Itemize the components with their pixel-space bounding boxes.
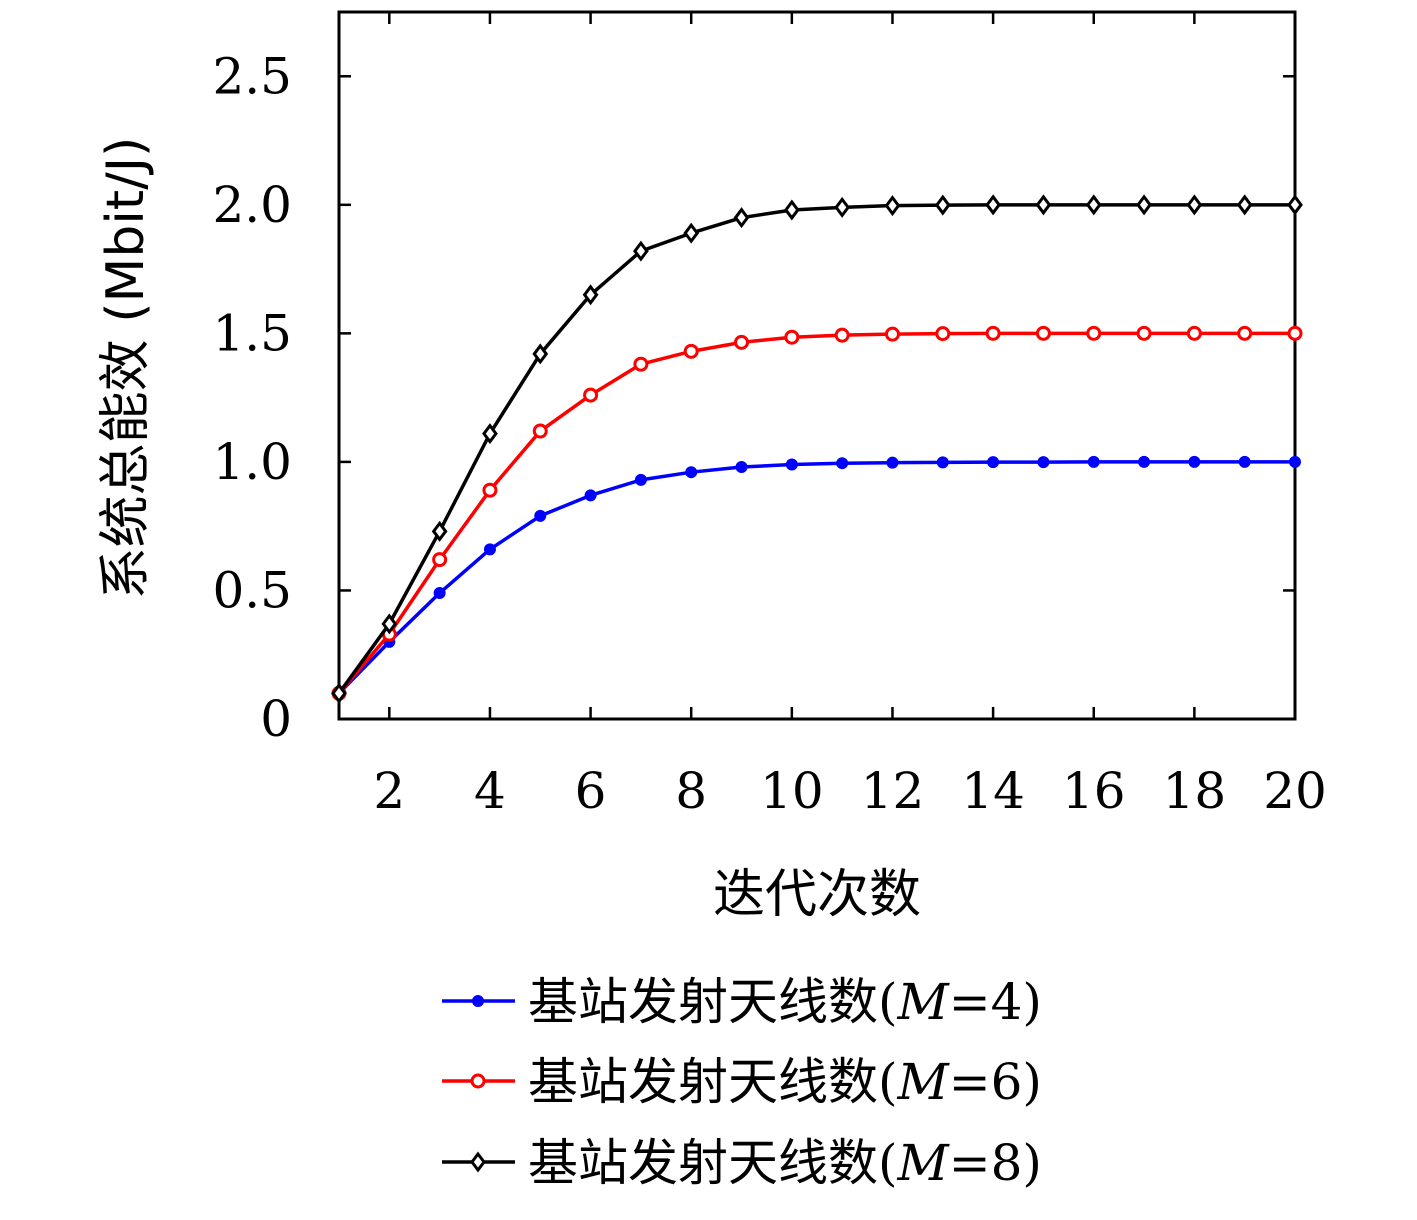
series-1 (333, 455, 1301, 700)
data-point (1289, 455, 1301, 468)
data-point (1287, 325, 1303, 341)
data-point (431, 520, 448, 542)
data-point (433, 587, 446, 600)
data-point (534, 509, 547, 522)
data-point (1188, 455, 1201, 468)
data-point (886, 456, 899, 469)
legend-label: 基站发射天线数(M=6) (528, 1053, 1042, 1111)
x-tick-label: 20 (1263, 762, 1327, 820)
data-point (985, 194, 1001, 216)
x-axis: 2 4 6 8 10 12 14 16 18 20 (373, 12, 1327, 820)
data-point (834, 327, 850, 343)
series-line (337, 331, 1295, 695)
series-group (331, 194, 1303, 704)
data-point (482, 482, 498, 498)
data-point (1136, 194, 1152, 216)
x-tick-label: 2 (373, 762, 405, 820)
data-point (470, 1073, 486, 1089)
x-tick-label: 8 (675, 762, 707, 820)
y-tick-label: 0 (260, 690, 292, 748)
data-point (1238, 455, 1251, 468)
data-point (633, 356, 649, 372)
legend: 基站发射天线数(M=4) 基站发射天线数(M=6) 基站发射天线数(M=8) (442, 973, 1042, 1192)
data-point (432, 552, 448, 568)
series-line (337, 460, 1295, 695)
data-point (1035, 194, 1052, 216)
plot-area (337, 10, 1297, 721)
data-point (482, 423, 498, 445)
data-point (735, 461, 748, 474)
x-tick-label: 18 (1163, 762, 1227, 820)
data-point (470, 1151, 486, 1173)
y-tick-label: 0.5 (212, 561, 292, 619)
data-point (1287, 194, 1303, 216)
data-point (685, 466, 698, 479)
data-point (936, 456, 949, 469)
data-point (836, 457, 849, 470)
data-point (1087, 455, 1100, 468)
data-point (1237, 325, 1253, 341)
data-point (584, 489, 597, 502)
x-axis-title: 迭代次数 (713, 865, 921, 925)
legend-item: 基站发射天线数(M=8) (442, 1134, 1042, 1192)
plot-frame (337, 10, 1297, 721)
data-point (884, 195, 901, 217)
data-point (784, 329, 800, 345)
data-point (583, 387, 599, 403)
data-point (1086, 325, 1102, 341)
data-point (783, 199, 800, 221)
data-point (985, 325, 1001, 341)
data-point (1186, 325, 1202, 341)
legend-item: 基站发射天线数(M=4) (442, 973, 1042, 1031)
data-point (483, 543, 496, 556)
y-axis: 0 0.5 1.0 1.5 2.0 2.5 (212, 47, 1295, 748)
data-point (1035, 325, 1051, 341)
data-point (987, 456, 1000, 469)
x-tick-label: 10 (760, 762, 824, 820)
series-line (337, 203, 1295, 695)
y-tick-label: 1.5 (212, 304, 292, 362)
data-point (532, 343, 549, 365)
x-tick-label: 6 (575, 762, 607, 820)
data-point (1136, 325, 1152, 341)
series-2 (331, 325, 1303, 701)
data-point (1085, 194, 1102, 216)
data-point (1186, 194, 1203, 216)
y-axis-title: 系统总能效 (Mbit/J) (96, 137, 156, 600)
data-point (582, 284, 599, 306)
data-point (834, 196, 851, 218)
data-point (1037, 456, 1050, 469)
x-tick-label: 4 (474, 762, 506, 820)
legend-label: 基站发射天线数(M=4) (528, 973, 1042, 1031)
data-point (785, 458, 798, 471)
data-point (734, 334, 750, 350)
data-point (381, 613, 398, 635)
data-point (683, 222, 700, 244)
x-tick-label: 14 (961, 762, 1025, 820)
data-point (884, 326, 900, 342)
x-tick-label: 12 (861, 762, 925, 820)
data-point (683, 343, 699, 359)
y-tick-label: 2.0 (212, 176, 292, 234)
data-point (634, 473, 647, 486)
data-point (331, 682, 347, 704)
data-point (934, 194, 951, 216)
legend-item: 基站发射天线数(M=6) (442, 1053, 1042, 1111)
data-point (532, 423, 548, 439)
legend-label: 基站发射天线数(M=8) (528, 1134, 1042, 1192)
data-point (1138, 455, 1151, 468)
data-point (935, 326, 951, 342)
data-point (633, 240, 649, 262)
data-point (1236, 194, 1253, 216)
x-tick-label: 16 (1062, 762, 1126, 820)
data-point (733, 207, 750, 229)
data-point (472, 995, 484, 1007)
series-3 (331, 194, 1303, 704)
y-tick-label: 1.0 (212, 433, 292, 491)
y-tick-label: 2.5 (212, 47, 292, 105)
